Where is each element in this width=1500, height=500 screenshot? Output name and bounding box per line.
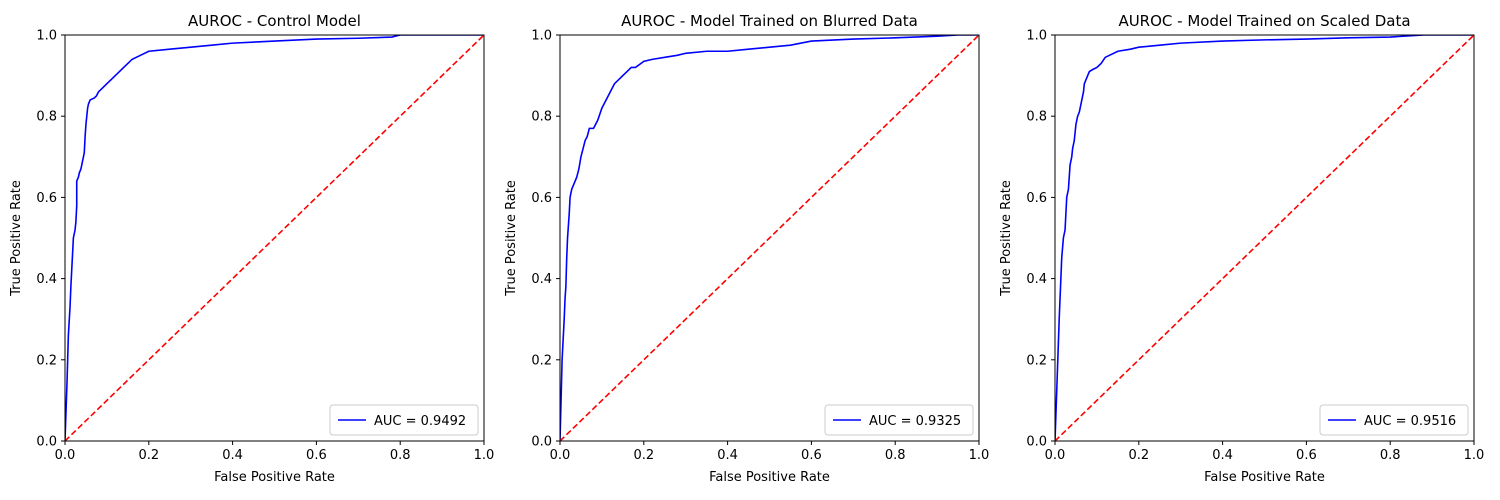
x-tick-label: 0.8: [390, 448, 411, 463]
x-axis-label: False Positive Rate: [709, 470, 830, 485]
y-tick-label: 0.6: [1026, 191, 1047, 206]
y-tick-label: 0.2: [531, 353, 552, 368]
x-tick-label: 0.6: [1296, 448, 1317, 463]
roc-curve-line: [1055, 35, 1474, 441]
subplot-blurred: AUROC - Model Trained on Blurred Data Fa…: [504, 12, 989, 485]
plot-area: [560, 35, 979, 441]
x-tick-label: 0.8: [1380, 448, 1401, 463]
x-tick-label: 1.0: [969, 448, 990, 463]
roc-curve-line: [560, 35, 979, 441]
x-tick-label: 0.2: [633, 448, 654, 463]
plot-area: [65, 35, 484, 441]
y-tick-label: 0.2: [36, 353, 57, 368]
axes-frame: [559, 34, 980, 442]
plot-area: [1055, 35, 1474, 441]
x-tick-label: 1.0: [1464, 448, 1485, 463]
chance-diagonal-line: [560, 35, 979, 441]
y-tick-label: 0.4: [36, 272, 57, 287]
x-tick-label: 0.4: [717, 448, 738, 463]
y-axis-label: True Positive Rate: [504, 180, 519, 297]
y-tick-label: 0.0: [36, 435, 57, 450]
subplot-control: AUROC - Control Model False Positive Rat…: [9, 12, 494, 485]
legend-box: [824, 404, 974, 436]
y-tick-label: 0.0: [1026, 435, 1047, 450]
x-axis-label: False Positive Rate: [214, 470, 335, 485]
x-axis-label: False Positive Rate: [1204, 470, 1325, 485]
y-axis-label: True Positive Rate: [9, 180, 24, 297]
legend-label: AUC = 0.9492: [374, 414, 466, 429]
y-tick-label: 0.4: [531, 272, 552, 287]
legend-box: [329, 404, 479, 436]
axes-frame: [1054, 34, 1475, 442]
x-tick-label: 0.0: [1045, 448, 1066, 463]
y-tick-label: 0.6: [36, 191, 57, 206]
x-tick-label: 0.6: [801, 448, 822, 463]
y-tick-label: 1.0: [36, 29, 57, 44]
x-tick-label: 0.2: [1128, 448, 1149, 463]
legend-box: [1319, 404, 1469, 436]
x-tick-label: 0.2: [138, 448, 159, 463]
y-axis-label: True Positive Rate: [999, 180, 1014, 297]
x-tick-label: 0.4: [1212, 448, 1233, 463]
x-tick-label: 0.4: [222, 448, 243, 463]
y-tick-label: 0.8: [531, 110, 552, 125]
x-tick-label: 0.8: [885, 448, 906, 463]
chance-diagonal-line: [1055, 35, 1474, 441]
x-tick-label: 0.0: [55, 448, 76, 463]
x-tick-label: 1.0: [474, 448, 495, 463]
y-tick-label: 0.8: [36, 110, 57, 125]
x-tick-label: 0.6: [306, 448, 327, 463]
y-tick-label: 0.2: [1026, 353, 1047, 368]
y-tick-label: 1.0: [1026, 29, 1047, 44]
y-tick-label: 0.4: [1026, 272, 1047, 287]
subplot-title: AUROC - Model Trained on Blurred Data: [621, 12, 918, 30]
subplot-title: AUROC - Control Model: [188, 12, 361, 30]
legend-label: AUC = 0.9325: [869, 414, 961, 429]
y-tick-label: 0.6: [531, 191, 552, 206]
y-tick-label: 0.0: [531, 435, 552, 450]
legend-label: AUC = 0.9516: [1364, 414, 1456, 429]
roc-curve-line: [65, 35, 484, 441]
subplot-title: AUROC - Model Trained on Scaled Data: [1118, 12, 1410, 30]
y-tick-label: 1.0: [531, 29, 552, 44]
x-tick-label: 0.0: [550, 448, 571, 463]
axes-frame: [64, 34, 485, 442]
chance-diagonal-line: [65, 35, 484, 441]
y-tick-label: 0.8: [1026, 110, 1047, 125]
subplot-scaled: AUROC - Model Trained on Scaled Data Fal…: [999, 12, 1484, 485]
